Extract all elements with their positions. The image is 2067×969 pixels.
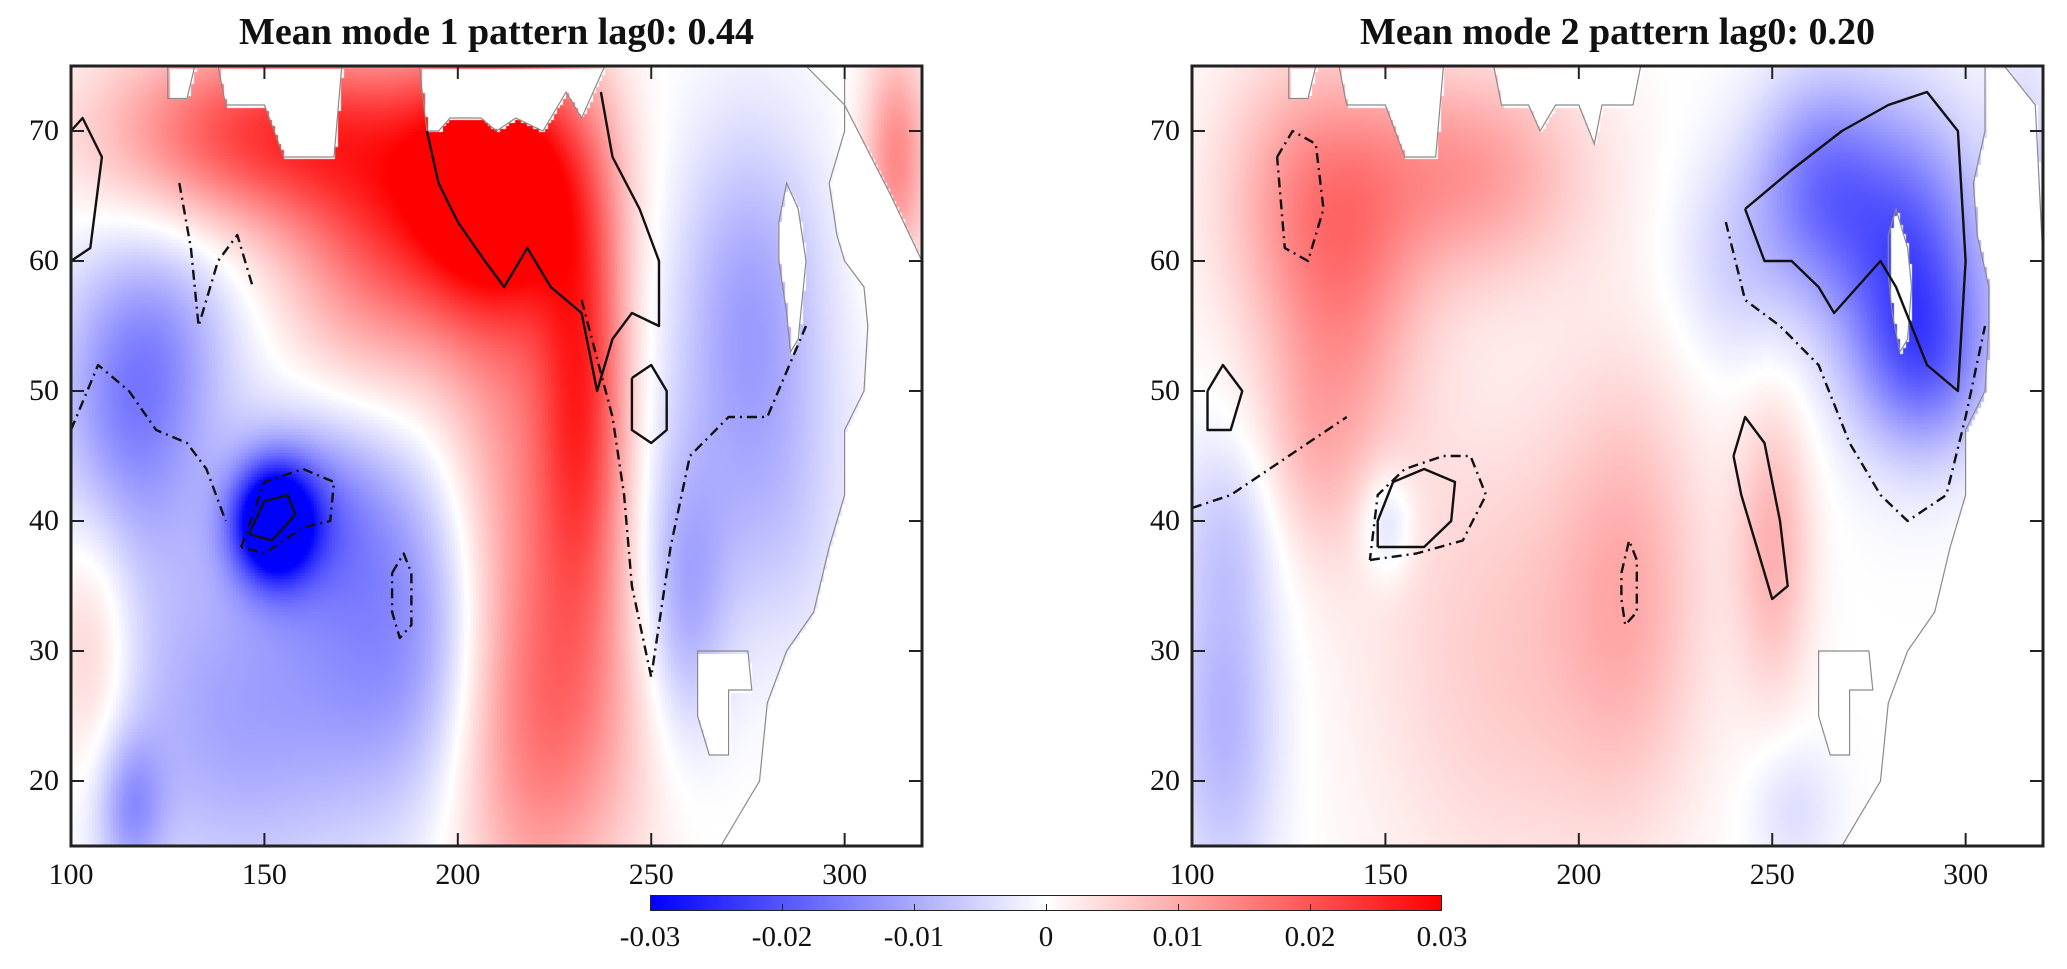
left-axes-frame [69,64,924,848]
colorbar-tick-5 [1310,904,1311,911]
right-ytick-label-30: 30 [1150,634,1180,667]
right-coastline-1 [1451,65,1642,147]
left-xtick-label-150: 150 [241,858,287,891]
left-ytick-label-70: 70 [29,114,59,147]
right-overlay [1190,64,2045,848]
right-solid-contour-0 [1376,467,1457,549]
left-ytick-label-20: 20 [29,764,59,797]
right-coastline-2 [1840,65,2044,847]
left-ytick-label-30: 30 [29,634,59,667]
colorbar-label-6: 0.03 [1416,921,1468,953]
left-overlay [69,64,924,848]
right-xtick-label-250: 250 [1749,858,1795,891]
left-solid-contour-4 [425,91,661,393]
colorbar-label-5: 0.02 [1284,921,1336,953]
right-coastline-0 [1250,65,1445,158]
right-ytick-label-50: 50 [1150,374,1180,407]
right-heatmap-canvas [1192,66,2043,846]
right-coastline-3 [1887,206,1913,354]
right-xtick-label-300: 300 [1943,858,1989,891]
left-coastline-4 [778,181,807,354]
left-ytick-label-40: 40 [29,504,59,537]
left-dashdot-contour-6 [69,363,227,522]
colorbar-tick-3 [1046,904,1047,911]
right-xtick-label-150: 150 [1362,858,1408,891]
right-dashdot-contour-3 [1191,416,1348,510]
right-xtick-label-200: 200 [1556,858,1602,891]
left-dashdot-contour-8 [178,182,254,328]
left-coastline-1 [349,65,606,132]
right-dashdot-contour-8 [1275,129,1325,263]
left-panel-title: Mean mode 1 pattern lag0: 0.44 [238,11,755,53]
left-coastline-3 [697,650,753,756]
right-dashdot-contour-5 [1724,221,1987,523]
left-map-panel [69,64,924,848]
left-solid-contour-0 [247,493,297,542]
left-ytick-label-60: 60 [29,244,59,277]
colorbar-label-3: 0 [1038,921,1054,953]
left-xtick-label-200: 200 [435,858,481,891]
right-dashdot-contour-2 [1620,539,1638,627]
left-solid-contour-5 [630,363,668,445]
left-dashdot-contour-7 [580,299,808,679]
left-xtick-label-300: 300 [822,858,868,891]
colorbar-label-1: -0.02 [751,921,813,953]
right-ytick-label-60: 60 [1150,244,1180,277]
left-xtick-label-250: 250 [628,858,674,891]
right-ytick-label-40: 40 [1150,504,1180,537]
left-dashdot-contour-2 [390,552,413,640]
colorbar-label-0: -0.03 [619,921,681,953]
right-coastline-4 [1818,650,1874,756]
colorbar [650,895,1442,911]
right-panel-title: Mean mode 2 pattern lag0: 0.20 [1359,11,1876,53]
right-ytick-label-20: 20 [1150,764,1180,797]
colorbar-tick-4 [1178,904,1179,911]
left-ytick-label-50: 50 [29,374,59,407]
colorbar-label-4: 0.01 [1152,921,1204,953]
left-heatmap-canvas [71,66,922,846]
left-coastline-0 [129,65,343,158]
right-solid-contour-6 [1732,415,1789,601]
left-solid-contour-3 [70,116,104,262]
right-xtick-label-100: 100 [1169,858,1215,891]
right-map-panel [1190,64,2045,848]
left-xtick-label-100: 100 [48,858,94,891]
right-solid-contour-7 [1206,363,1244,432]
right-ytick-label-70: 70 [1150,114,1180,147]
colorbar-label-2: -0.01 [883,921,945,953]
right-axes-frame [1190,64,2045,848]
colorbar-tick-1 [782,904,783,911]
colorbar-tick-2 [914,904,915,911]
right-solid-contour-4 [1743,90,1967,393]
left-dashdot-contour-1 [240,467,336,555]
left-coastline-2 [719,65,923,847]
